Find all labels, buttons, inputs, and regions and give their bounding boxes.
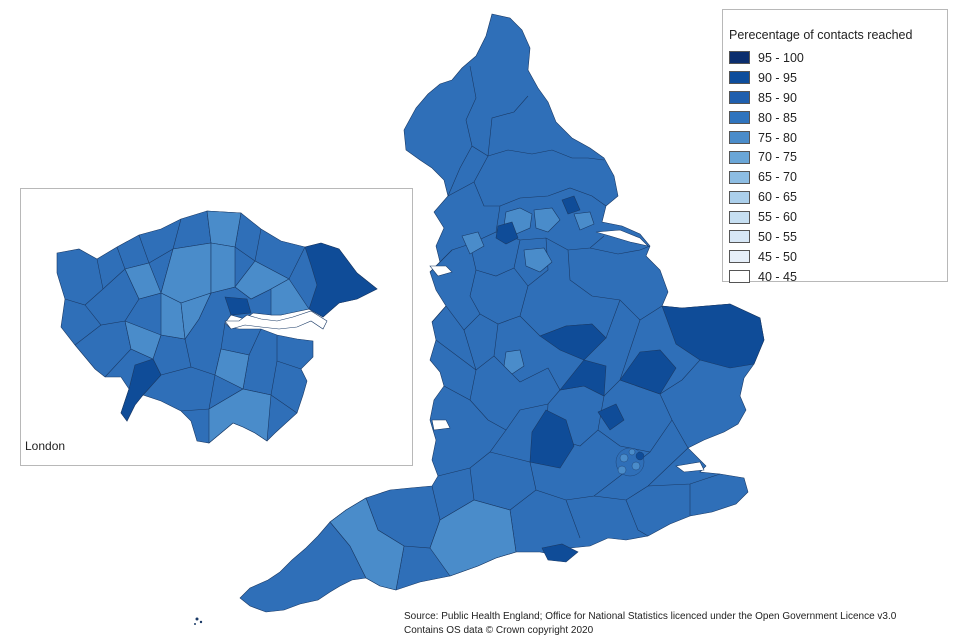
legend: Perecentage of contacts reached 95 - 100…	[722, 9, 948, 284]
region-bedfordshire-dark	[597, 403, 625, 431]
legend-label: 85 - 90	[758, 90, 797, 105]
legend-item: 80 - 85	[729, 108, 941, 128]
region-sheffield-light	[523, 247, 553, 273]
borough-kensington-light	[180, 292, 212, 340]
borough-barnet-light	[206, 210, 242, 248]
london-inset-map	[56, 210, 378, 444]
borough-hackney-light	[234, 260, 290, 300]
borough-croydon-light	[208, 388, 272, 444]
legend-swatch	[729, 150, 750, 164]
legend-swatch	[729, 270, 750, 284]
legend-label: 60 - 65	[758, 190, 797, 205]
legend-item: 45 - 50	[729, 247, 941, 267]
legend-swatch	[729, 210, 750, 224]
scilly-isles	[194, 617, 203, 625]
legend-title: Perecentage of contacts reached	[729, 28, 913, 42]
legend-items: 95 - 100 90 - 95 85 - 90 80 - 85 75 - 80 70 -…	[729, 48, 941, 287]
region-isle-of-wight-dark	[541, 543, 579, 563]
region-manchester-light	[461, 231, 485, 255]
legend-label: 65 - 70	[758, 170, 797, 185]
source-note: Source: Public Health England; Office fo…	[404, 610, 896, 638]
region-leeds-dark	[495, 221, 519, 245]
borough-havering-dark	[304, 242, 378, 318]
london-cluster	[615, 447, 645, 477]
region-norfolk-dark	[661, 303, 765, 369]
legend-swatch	[729, 190, 750, 204]
thames-river	[224, 310, 328, 330]
legend-swatch	[729, 51, 750, 65]
estuaries	[429, 229, 705, 473]
legend-item: 90 - 95	[729, 68, 941, 88]
region-york-light	[533, 207, 561, 233]
legend-item: 70 - 75	[729, 147, 941, 167]
legend-label: 50 - 55	[758, 229, 797, 244]
borough-richmond-dark	[120, 358, 162, 422]
borough-ealing-light	[124, 320, 162, 360]
region-hull-light	[573, 211, 595, 231]
source-line-2: Contains OS data © Crown copyright 2020	[404, 625, 594, 636]
england-regions	[239, 13, 765, 613]
legend-item: 65 - 70	[729, 167, 941, 187]
region-oxfordshire-dark	[529, 409, 575, 469]
legend-swatch	[729, 230, 750, 244]
legend-item: 95 - 100	[729, 48, 941, 68]
region-northamptonshire-dark	[559, 359, 607, 397]
legend-label: 90 - 95	[758, 70, 797, 85]
legend-item: 50 - 55	[729, 227, 941, 247]
legend-swatch	[729, 170, 750, 184]
borough-tower-hamlets-dark	[224, 296, 252, 316]
legend-swatch	[729, 250, 750, 264]
legend-item: 55 - 60	[729, 207, 941, 227]
legend-label: 40 - 45	[758, 269, 797, 284]
legend-item: 85 - 90	[729, 88, 941, 108]
region-devon-light	[329, 497, 405, 591]
region-dorset-light	[429, 499, 517, 577]
borough-islington-light	[210, 242, 236, 294]
legend-item: 40 - 45	[729, 267, 941, 287]
legend-swatch	[729, 71, 750, 85]
london-inset: London	[20, 188, 413, 466]
legend-label: 45 - 50	[758, 249, 797, 264]
legend-swatch	[729, 91, 750, 105]
region-birmingham-light	[503, 349, 525, 375]
borough-newham-light	[270, 278, 310, 316]
region-redcar-dark	[561, 195, 581, 215]
legend-swatch	[729, 131, 750, 144]
legend-label: 75 - 80	[758, 130, 797, 145]
source-line-1: Source: Public Health England; Office fo…	[404, 611, 897, 622]
region-cambridgeshire-dark	[619, 349, 677, 395]
legend-item: 75 - 80	[729, 128, 941, 148]
legend-item: 60 - 65	[729, 187, 941, 207]
legend-swatch	[729, 111, 750, 125]
london-inset-label: London	[25, 439, 66, 453]
legend-label: 80 - 85	[758, 110, 797, 125]
legend-label: 95 - 100	[758, 50, 804, 65]
legend-label: 55 - 60	[758, 210, 797, 225]
legend-label: 70 - 75	[758, 150, 797, 165]
region-leicestershire-dark	[539, 323, 607, 361]
